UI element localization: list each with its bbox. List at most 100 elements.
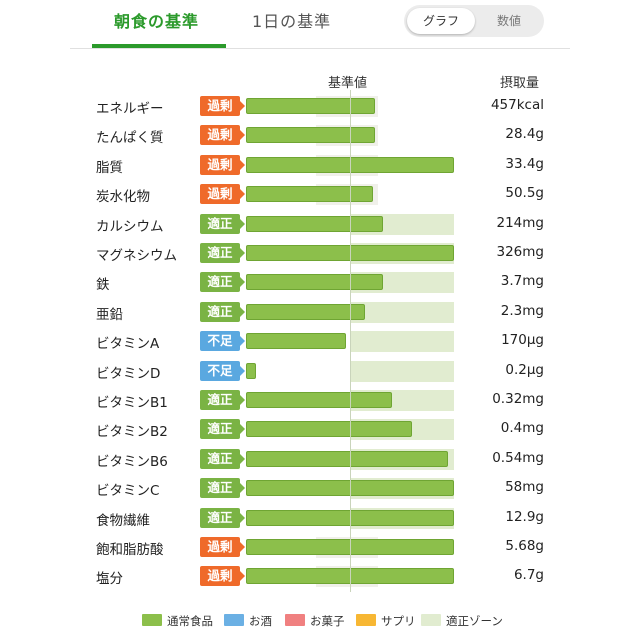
nutrient-name: 飽和脂肪酸 (96, 542, 164, 558)
base-value-header: 基準値 (328, 76, 368, 91)
intake-value: 3.7mg (500, 273, 544, 290)
intake-value: 0.2μg (505, 361, 544, 378)
tab-daily-standard[interactable]: 1日の基準 (252, 12, 332, 31)
intake-value: 50.5g (505, 185, 544, 202)
appropriate-zone (350, 360, 454, 382)
nutrient-name: 炭水化物 (96, 189, 150, 206)
nutrient-row: 脂質 過剰 33.4g (0, 151, 640, 180)
nutrient-row: 亜鉛 適正 2.3mg (0, 298, 640, 327)
nutrient-name: エネルギー (96, 101, 164, 117)
status-badge: 過剰 (200, 537, 245, 557)
status-badge: 過剰 (200, 96, 245, 116)
nutrient-name: 脂質 (96, 159, 123, 176)
legend-swatch (285, 614, 305, 626)
nutrient-row: たんぱく質 過剰 28.4g (0, 121, 640, 150)
legend-label: 適正ゾーン (446, 614, 503, 628)
legend-item: お酒 (224, 613, 272, 629)
tab-breakfast-standard[interactable]: 朝食の基準 (114, 12, 200, 31)
intake-bar (246, 303, 365, 320)
nutrient-name: ビタミンB2 (96, 424, 168, 441)
tab-divider (70, 48, 570, 49)
nutrient-row: ビタミンC 適正 58mg (0, 474, 640, 503)
nutrient-name: マグネシウム (96, 248, 177, 264)
intake-bar (246, 450, 448, 467)
nutrient-row: エネルギー 過剰 457kcal (0, 92, 640, 121)
status-badge: 過剰 (200, 184, 245, 205)
nutrient-row: 鉄 適正 3.7mg (0, 268, 640, 297)
intake-value: 58mg (505, 479, 544, 496)
active-tab-indicator (92, 44, 226, 48)
graph-toggle-button[interactable]: グラフ (407, 8, 475, 34)
legend-label: お酒 (249, 614, 272, 628)
view-toggle: グラフ 数値 (404, 5, 544, 37)
intake-value: 0.54mg (492, 449, 544, 466)
nutrient-row: ビタミンD 不足 0.2μg (0, 357, 640, 386)
intake-value: 12.9g (505, 508, 544, 525)
intake-value: 2.3mg (500, 302, 544, 319)
legend-label: お菓子 (310, 614, 345, 628)
nutrient-row: ビタミンB1 適正 0.32mg (0, 386, 640, 415)
intake-value: 326mg (496, 244, 545, 260)
intake-bar (246, 392, 392, 408)
legend-item: お菓子 (285, 613, 345, 629)
nutrient-name: 亜鉛 (96, 306, 123, 323)
status-badge: 過剰 (200, 125, 245, 146)
appropriate-zone (350, 331, 454, 353)
numeric-toggle-button[interactable]: 数値 (496, 14, 521, 28)
status-badge: 過剰 (200, 566, 245, 587)
status-badge: 不足 (200, 360, 245, 381)
intake-value: 214mg (496, 214, 545, 231)
status-badge: 不足 (200, 331, 245, 352)
nutrient-row: 飽和脂肪酸 過剰 5.68g (0, 533, 640, 562)
legend-swatch (421, 614, 441, 626)
nutrient-name: ビタミンC (96, 483, 160, 500)
legend-label: 通常食品 (167, 614, 213, 628)
intake-value: 457kcal (490, 97, 544, 113)
legend-label: サプリ (381, 614, 416, 628)
intake-value: 33.4g (505, 155, 544, 172)
nutrient-name: 食物繊維 (96, 512, 150, 529)
nutrient-name: 鉄 (96, 277, 110, 294)
status-badge: 適正 (200, 419, 245, 440)
intake-value: 0.32mg (492, 391, 544, 407)
intake-value: 5.68g (505, 538, 544, 554)
legend: 通常食品 お酒 お菓子 サプリ 適正ゾーン (0, 613, 640, 631)
nutrient-row: 食物繊維 適正 12.9g (0, 504, 640, 533)
intake-bar (246, 186, 373, 203)
nutrient-row: マグネシウム 適正 326mg (0, 239, 640, 268)
nutrient-row: ビタミンB6 適正 0.54mg (0, 445, 640, 474)
intake-bar (246, 333, 346, 350)
intake-value: 0.4mg (500, 420, 544, 437)
status-badge: 適正 (200, 272, 245, 293)
intake-bar (246, 127, 375, 144)
nutrient-name: たんぱく質 (96, 130, 164, 147)
intake-bar (246, 362, 256, 379)
legend-swatch (356, 614, 376, 626)
appropriate-zone (350, 301, 454, 323)
legend-item: 適正ゾーン (421, 613, 503, 629)
status-badge: 適正 (200, 213, 245, 234)
status-badge: 適正 (200, 507, 245, 528)
status-badge: 過剰 (200, 154, 245, 175)
legend-swatch (142, 614, 162, 626)
nutrient-name: ビタミンB6 (96, 453, 168, 470)
nutrient-name: 塩分 (96, 571, 123, 588)
intake-bar (246, 274, 383, 291)
nutrient-name: カルシウム (96, 218, 164, 235)
status-badge: 適正 (200, 301, 245, 322)
status-badge: 適正 (200, 448, 245, 469)
status-badge: 適正 (200, 390, 245, 410)
nutrient-name: ビタミンB1 (96, 395, 168, 411)
intake-bar (246, 215, 383, 232)
intake-bar (246, 98, 375, 114)
intake-value: 6.7g (513, 567, 544, 584)
nutrient-row: カルシウム 適正 214mg (0, 210, 640, 239)
status-badge: 適正 (200, 243, 245, 263)
base-value-line (350, 90, 351, 592)
intake-value: 28.4g (505, 126, 544, 143)
nutrient-row: ビタミンB2 適正 0.4mg (0, 415, 640, 444)
status-badge: 適正 (200, 478, 245, 499)
nutrient-name: ビタミンA (96, 336, 160, 353)
nutrient-row: 塩分 過剰 6.7g (0, 562, 640, 591)
intake-bar (246, 421, 412, 438)
